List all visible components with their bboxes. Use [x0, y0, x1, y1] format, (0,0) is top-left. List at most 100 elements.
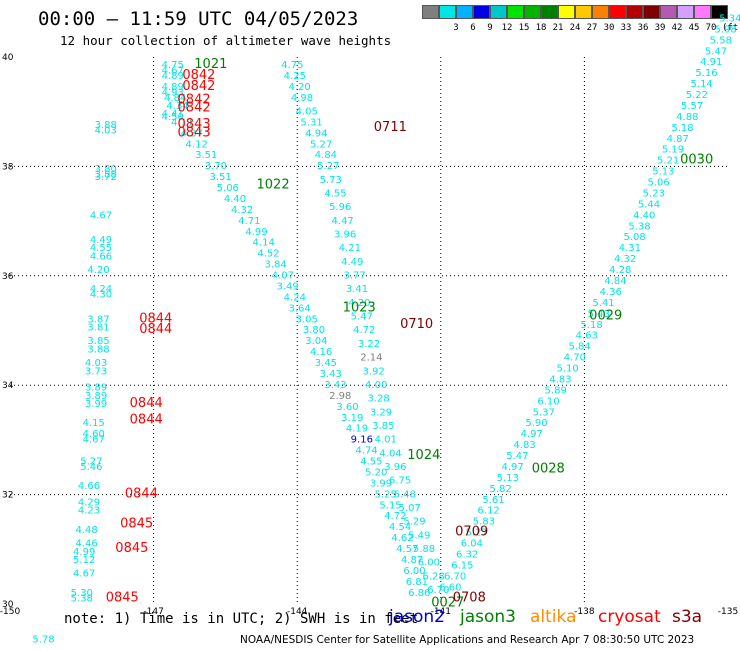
wave-height-value: 9.16	[351, 435, 373, 446]
wave-height-value: 6.70	[427, 585, 449, 596]
wave-height-value: 5.29	[403, 517, 425, 528]
pass-time-label: 0028	[532, 462, 565, 477]
credit-line: NOAA/NESDIS Center for Satellite Applica…	[240, 634, 695, 646]
wave-height-value: 4.46	[75, 539, 97, 550]
wave-height-value: 6.86	[408, 588, 430, 599]
satellite-label-altika: altika	[530, 607, 577, 627]
legend-label: 15	[518, 23, 530, 33]
legend-swatch	[711, 5, 728, 19]
y-tick-label: 34	[2, 381, 14, 391]
legend-swatch	[575, 5, 592, 19]
wave-height-value: 4.55	[360, 457, 382, 468]
pass-time-label: 0709	[455, 525, 488, 540]
wave-height-value: 4.11	[171, 117, 193, 128]
wave-height-value: 3.28	[367, 394, 389, 405]
legend-label: 36	[637, 23, 649, 33]
pass-time-label: 1023	[343, 300, 376, 315]
legend-label: 18	[535, 23, 547, 33]
wave-height-value: 5.78	[32, 634, 54, 645]
wave-height-value: 5.30	[71, 588, 93, 599]
wave-height-value: 5.14	[691, 79, 713, 90]
wave-height-value: 4.89	[162, 71, 184, 82]
wave-height-value: 4.21	[339, 243, 361, 254]
wave-height-value: 4.99	[245, 227, 267, 238]
wave-height-value: 5.47	[351, 312, 373, 323]
wave-height-value: 5.23	[643, 188, 665, 199]
wave-height-value: 4.12	[186, 139, 208, 150]
wave-height-value: 5.22	[686, 90, 708, 101]
wave-height-value: 3.04	[305, 336, 327, 347]
wave-height-value: 5.06	[647, 178, 669, 189]
legend-swatch	[677, 5, 694, 19]
wave-height-value: 4.05	[296, 106, 318, 117]
wave-height-value: 3.60	[336, 402, 358, 413]
legend-swatch	[626, 5, 643, 19]
wave-height-value: 3.89	[85, 383, 107, 394]
wave-height-value: 3.99	[370, 478, 392, 489]
wave-height-value: 3.22	[358, 339, 380, 350]
wave-height-value: 3.87	[87, 314, 109, 325]
legend-label: 70	[705, 23, 717, 33]
wave-height-value: 5.38	[71, 593, 93, 604]
wave-height-value: 5.41	[592, 298, 614, 309]
legend-swatch	[609, 5, 626, 19]
wave-height-value: 5.61	[482, 495, 504, 506]
wave-height-value: 5.15	[379, 500, 401, 511]
wave-height-value: 4.66	[78, 481, 100, 492]
wave-height-value: 4.97	[501, 462, 523, 473]
wave-height-value: 5.37	[533, 407, 555, 418]
pass-time-label: 1021	[194, 57, 227, 72]
wave-height-value: 4.47	[332, 216, 354, 227]
wave-height-value: 3.99	[85, 399, 107, 410]
wave-height-value: 5.21	[657, 156, 679, 167]
legend-swatch	[422, 5, 439, 19]
wave-height-value: 4.83	[549, 374, 571, 385]
wave-height-value: 4.87	[401, 555, 423, 566]
footnote: note: 1) Time is in UTC; 2) SWH is in fe…	[64, 611, 419, 627]
legend-label: 33	[620, 23, 632, 33]
wave-height-value: 5.58	[710, 35, 732, 46]
wave-height-value: 4.37	[181, 128, 203, 139]
wave-height-value: 4.04	[379, 448, 401, 459]
wave-height-value: 5.18	[671, 123, 693, 134]
wave-height-value: 4.67	[90, 210, 112, 221]
wave-height-value: 5.96	[329, 202, 351, 213]
wave-height-value: 4.49	[90, 235, 112, 246]
wave-height-value: 5.13	[652, 167, 674, 178]
wave-height-value: 4.19	[346, 424, 368, 435]
wave-height-value: 4.75	[281, 60, 303, 71]
legend-swatch	[643, 5, 660, 19]
legend-label: 21	[552, 23, 564, 33]
wave-height-value: 3.64	[288, 303, 310, 314]
wave-height-value: 4.93	[162, 87, 184, 98]
wave-height-value: 6.10	[537, 396, 559, 407]
legend-swatch	[541, 5, 558, 19]
pass-time-label: 0842	[178, 101, 211, 116]
satellite-label-s3a: s3a	[672, 607, 703, 627]
wave-height-value: 3.49	[276, 281, 298, 292]
wave-height-value: 4.00	[365, 380, 387, 391]
wave-height-value: 4.75	[162, 60, 184, 71]
wave-height-value: 5.38	[628, 221, 650, 232]
legend-swatch	[558, 5, 575, 19]
wave-height-value: 4.88	[676, 112, 698, 123]
wave-height-value: 4.07	[272, 271, 294, 282]
wave-height-value: 6.28	[422, 571, 444, 582]
wave-height-value: 3.43	[320, 369, 342, 380]
legend-label: 3	[453, 23, 459, 33]
y-tick-label: 36	[2, 272, 14, 282]
wave-height-value: 4.67	[162, 65, 184, 76]
wave-height-value: 4.52	[257, 249, 279, 260]
wave-height-value: 3.45	[315, 358, 337, 369]
wave-height-value: 4.29	[78, 498, 100, 509]
pass-time-label: 0844	[139, 311, 172, 326]
pass-time-label: 0708	[453, 590, 486, 605]
wave-height-value: 6.04	[461, 539, 483, 550]
wave-height-value: 4.03	[85, 358, 107, 369]
wave-height-value: 3.84	[265, 260, 287, 271]
wave-height-value: 6.32	[456, 550, 478, 561]
y-tick-label: 40	[2, 53, 14, 63]
pass-time-label: 0845	[115, 541, 148, 556]
pass-time-label: 1024	[407, 448, 440, 463]
wave-height-value: 4.14	[253, 238, 275, 249]
